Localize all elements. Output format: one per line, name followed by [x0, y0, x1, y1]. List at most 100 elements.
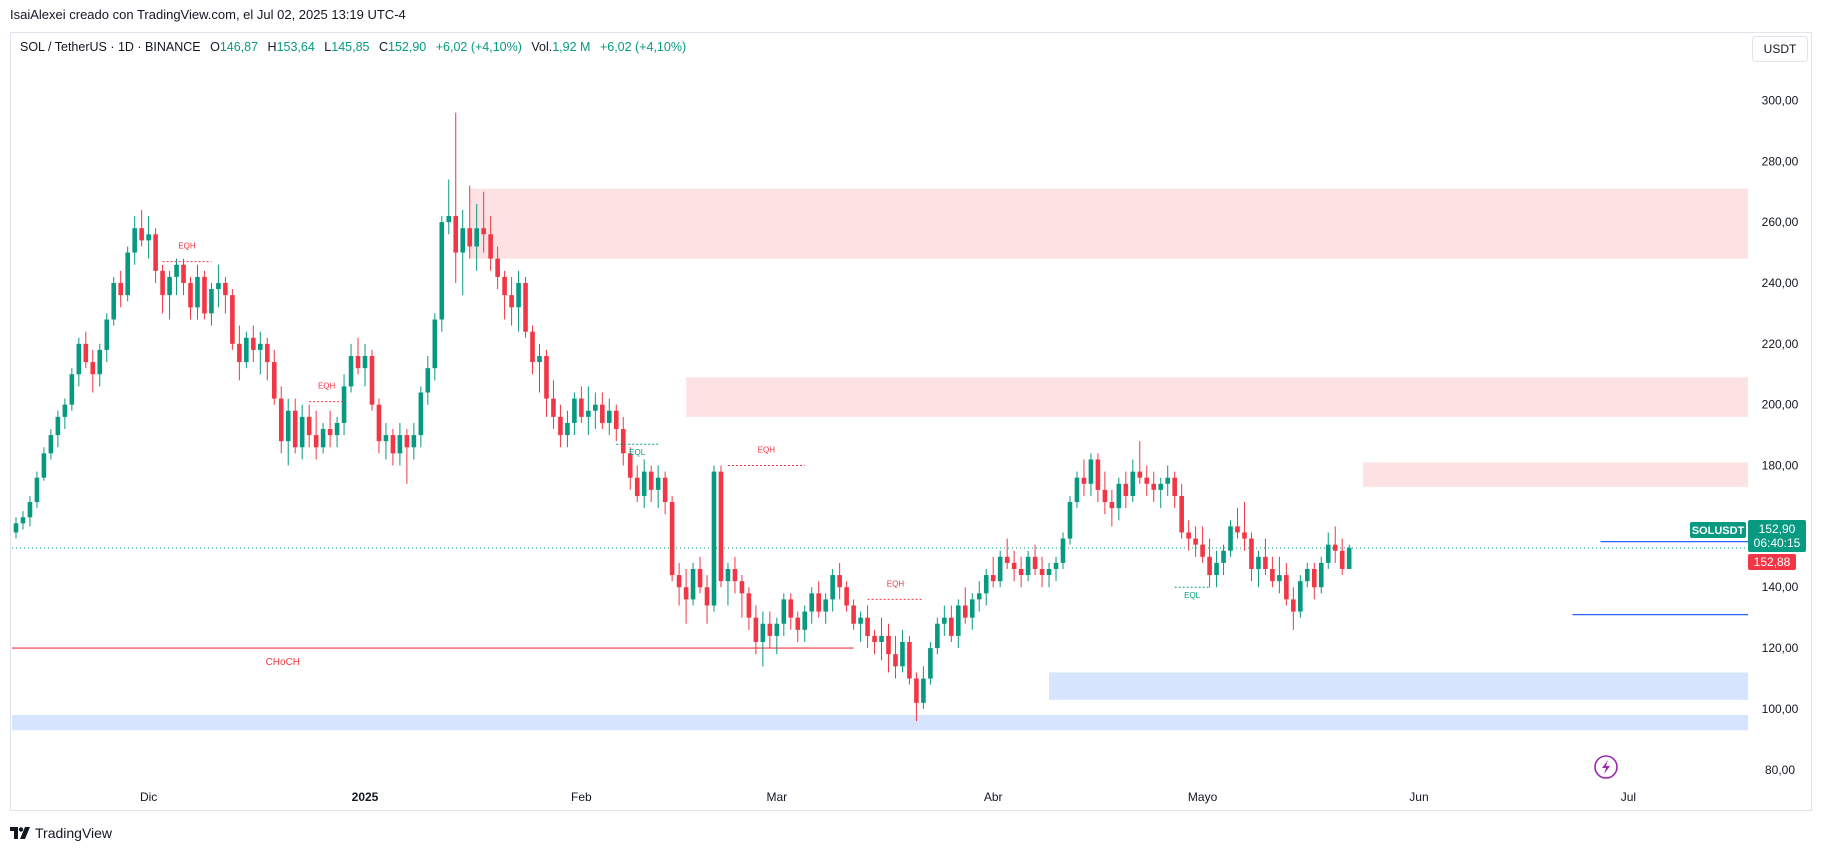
- candle-body: [502, 276, 507, 296]
- candle-body: [306, 416, 312, 436]
- candle-body: [313, 435, 319, 448]
- candle-body: [111, 282, 117, 320]
- candle-body: [1318, 562, 1324, 588]
- candle-body: [851, 605, 856, 624]
- lightning-icon[interactable]: [1594, 755, 1618, 779]
- candle: [565, 410, 570, 448]
- candle: [711, 465, 717, 612]
- candle: [704, 575, 710, 624]
- candle: [1200, 526, 1205, 563]
- candle: [579, 386, 584, 423]
- y-tick-label: 140,00: [1762, 580, 1799, 594]
- candle-body: [551, 398, 556, 417]
- candle-body: [1074, 477, 1080, 503]
- candle: [90, 349, 96, 393]
- candle: [1060, 532, 1066, 569]
- supply-zone: [686, 377, 1748, 417]
- candle: [83, 331, 89, 369]
- candle: [732, 556, 738, 594]
- candle: [341, 374, 347, 436]
- candle-body: [627, 453, 633, 478]
- chart-frame: [10, 32, 1812, 811]
- bid-price-label: 152,88: [1754, 555, 1791, 569]
- candle: [1158, 477, 1164, 509]
- eqh-label: EQH: [178, 242, 196, 251]
- candle: [160, 264, 165, 314]
- candle: [613, 404, 619, 442]
- candle: [390, 429, 396, 466]
- candle-body: [669, 502, 675, 576]
- candle: [1053, 556, 1059, 582]
- candle: [788, 593, 794, 630]
- candle: [97, 343, 103, 387]
- candle: [990, 556, 996, 588]
- candle-body: [928, 648, 933, 679]
- x-tick-label: Mayo: [1188, 790, 1218, 804]
- symbol-label[interactable]: SOL / TetherUS · 1D · BINANCE: [20, 40, 201, 54]
- candle-body: [146, 234, 151, 241]
- candle-body: [1018, 568, 1024, 576]
- y-axis: 80,00100,00120,00140,00160,00180,00200,0…: [1762, 93, 1799, 776]
- candle-body: [139, 228, 144, 241]
- candle: [1207, 538, 1212, 588]
- candle-body: [1102, 489, 1108, 503]
- candle: [306, 404, 312, 448]
- candle: [837, 562, 842, 600]
- candle-body: [816, 593, 821, 612]
- candle: [467, 185, 472, 259]
- candle-body: [655, 477, 661, 490]
- candle-body: [1025, 556, 1031, 576]
- candle-body: [593, 404, 598, 411]
- candle-body: [216, 282, 221, 290]
- candle: [439, 216, 445, 332]
- candle-body: [586, 410, 591, 417]
- candle-body: [886, 635, 891, 655]
- candle: [446, 179, 452, 235]
- candle: [767, 611, 773, 649]
- candle: [1339, 538, 1345, 576]
- last-price-label: 152,90: [1759, 522, 1796, 536]
- candle: [167, 270, 172, 320]
- candle: [886, 623, 891, 673]
- candle-body: [1088, 459, 1094, 484]
- candle: [760, 611, 766, 667]
- candle-body: [439, 222, 445, 320]
- candle-body: [278, 398, 284, 442]
- candle: [1144, 465, 1150, 496]
- candle-body: [1032, 556, 1038, 569]
- candle-body: [823, 599, 828, 612]
- candle-body: [1242, 532, 1247, 539]
- candle-body: [1053, 562, 1059, 569]
- candle: [376, 398, 382, 454]
- candle-body: [1291, 599, 1296, 612]
- annotations-layer: EQH EQH EQL EQH EQH EQL: [162, 242, 1210, 600]
- candle-body: [844, 587, 849, 606]
- candle-body: [1095, 459, 1101, 490]
- countdown-label: 06:40:15: [1754, 536, 1801, 550]
- candle: [879, 617, 884, 661]
- candle: [153, 228, 158, 283]
- candle-body: [1081, 477, 1087, 484]
- candle: [816, 581, 821, 618]
- candle-body: [872, 635, 877, 642]
- candle: [20, 511, 26, 530]
- candle-body: [648, 471, 654, 490]
- candle: [355, 337, 361, 375]
- candle-body: [271, 362, 277, 399]
- brand-footer[interactable]: TradingView: [10, 825, 112, 841]
- candle: [558, 404, 563, 448]
- candle: [271, 349, 277, 405]
- candle: [111, 276, 117, 326]
- candle-body: [1207, 556, 1212, 576]
- candle-body: [809, 593, 815, 612]
- candle-body: [230, 295, 235, 344]
- candle: [188, 276, 193, 320]
- currency-button[interactable]: USDT: [1752, 36, 1808, 62]
- candle: [830, 568, 835, 612]
- candle-body: [516, 282, 521, 308]
- candle-body: [537, 356, 542, 363]
- candle-body: [865, 617, 870, 636]
- candle-body: [362, 356, 368, 369]
- candle-body: [1130, 471, 1136, 496]
